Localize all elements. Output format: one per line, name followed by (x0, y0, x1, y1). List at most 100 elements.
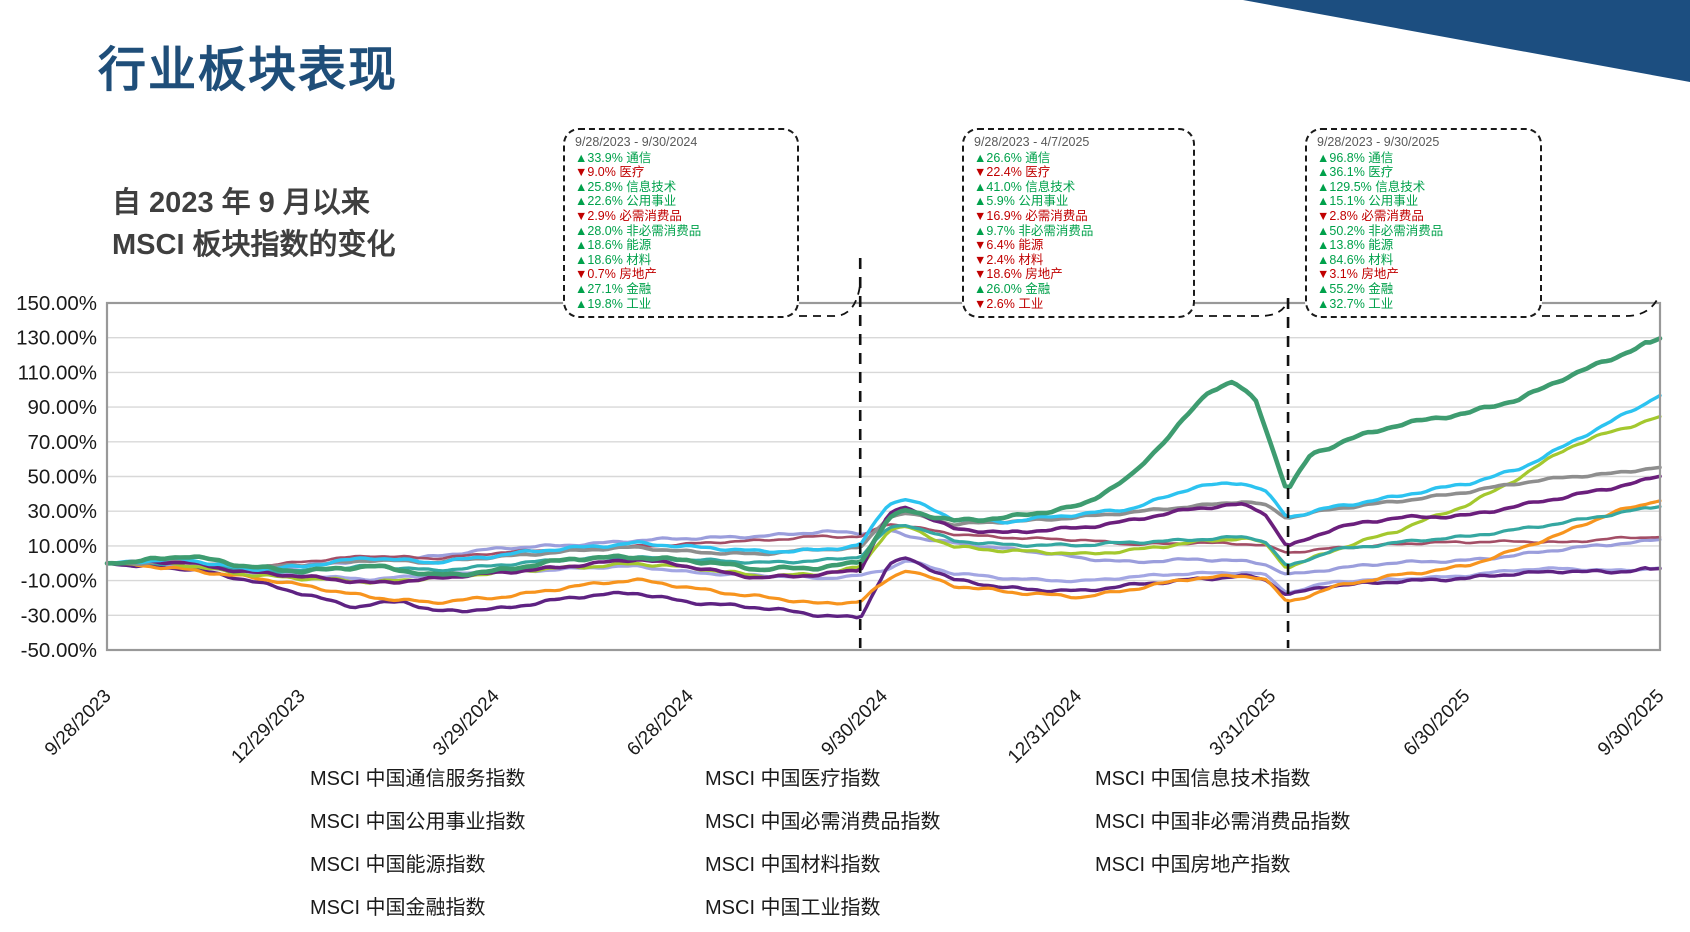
annotation-row-非必需消费品: ▲28.0% 非必需消费品 (575, 224, 791, 239)
series-line-healthcare (105, 499, 1662, 606)
annotation-row-房地产: ▼3.1% 房地产 (1317, 267, 1534, 282)
y-axis-tick-label: 30.00% (27, 500, 97, 523)
down-triangle-icon: ▼9.0% 医疗 (575, 165, 645, 180)
y-axis-tick-label: -30.00% (21, 604, 97, 627)
annotation-row-医疗: ▼9.0% 医疗 (575, 165, 791, 180)
legend-item-r1-c2: MSCI 中国医疗指数 (705, 768, 881, 790)
down-triangle-icon: ▼2.8% 必需消费品 (1317, 208, 1424, 223)
down-triangle-icon: ▼2.9% 必需消费品 (575, 208, 682, 223)
annotation-row-必需消费品: ▼2.9% 必需消费品 (575, 209, 791, 224)
annotation-row-必需消费品: ▼16.9% 必需消费品 (974, 209, 1187, 224)
up-triangle-icon: ▲18.6% 能源 (575, 238, 652, 253)
down-triangle-icon: ▼6.4% 能源 (974, 238, 1044, 253)
annotation-row-必需消费品: ▼2.8% 必需消费品 (1317, 209, 1534, 224)
annotation-row-材料: ▲18.6% 材料 (575, 253, 791, 268)
annotation-row-工业: ▼2.6% 工业 (974, 297, 1187, 312)
legend-item-r1-c1: MSCI 中国通信服务指数 (310, 768, 526, 790)
y-axis-tick-label: -10.00% (21, 570, 97, 593)
x-axis-tick-label: 9/28/2023 (41, 686, 116, 761)
up-triangle-icon: ▲32.7% 工业 (1317, 296, 1394, 311)
y-axis-tick-label: 90.00% (27, 396, 97, 419)
down-triangle-icon: ▼16.9% 必需消费品 (974, 208, 1088, 223)
annotation-row-能源: ▲13.8% 能源 (1317, 238, 1534, 253)
chart-subtitle: 自 2023 年 9 月以来 MSCI 板块指数的变化 (112, 182, 396, 266)
down-triangle-icon: ▼22.4% 医疗 (974, 165, 1051, 180)
annotation-row-金融: ▲55.2% 金融 (1317, 282, 1534, 297)
legend-item-r4-c2: MSCI 中国工业指数 (705, 897, 881, 919)
y-axis-tick-label: 150.00% (16, 292, 97, 315)
page-title: 行业板块表现 (98, 44, 399, 97)
x-axis-tick-label: 6/30/2025 (1400, 686, 1475, 761)
legend-item-r3-c3: MSCI 中国房地产指数 (1095, 854, 1291, 876)
annotation-row-非必需消费品: ▲50.2% 非必需消费品 (1317, 224, 1534, 239)
y-axis-tick-label: 130.00% (16, 327, 97, 350)
x-axis-tick-label: 3/31/2025 (1206, 686, 1281, 761)
up-triangle-icon: ▲41.0% 信息技术 (974, 179, 1076, 194)
legend-item-r2-c3: MSCI 中国非必需消费品指数 (1095, 811, 1351, 833)
up-triangle-icon: ▲15.1% 公用事业 (1317, 194, 1419, 209)
chart-subtitle-line1: 自 2023 年 9 月以来 (112, 187, 370, 219)
down-triangle-icon: ▼2.6% 工业 (974, 296, 1044, 311)
annotation-row-通信: ▲96.8% 通信 (1317, 151, 1534, 166)
down-triangle-icon: ▼3.1% 房地产 (1317, 267, 1399, 282)
up-triangle-icon: ▲22.6% 公用事业 (575, 194, 677, 209)
x-axis-tick-label: 3/29/2024 (429, 685, 504, 760)
up-triangle-icon: ▲50.2% 非必需消费品 (1317, 223, 1444, 238)
annotation-row-金融: ▲27.1% 金融 (575, 282, 791, 297)
annotation-row-信息技术: ▲25.8% 信息技术 (575, 180, 791, 195)
annotation-row-材料: ▼2.4% 材料 (974, 253, 1187, 268)
x-axis-tick-label: 9/30/2024 (817, 685, 892, 760)
y-axis-tick-label: 70.00% (27, 431, 97, 454)
annotation-row-信息技术: ▲129.5% 信息技术 (1317, 180, 1534, 195)
annotation-row-能源: ▲18.6% 能源 (575, 238, 791, 253)
annotation-date-range: 9/28/2023 - 9/30/2025 (1317, 135, 1440, 149)
annotation-row-房地产: ▼0.7% 房地产 (575, 267, 791, 282)
annotation-date-range: 9/28/2023 - 9/30/2024 (575, 135, 698, 149)
down-triangle-icon: ▼2.4% 材料 (974, 252, 1044, 267)
x-axis-tick-label: 9/30/2025 (1594, 686, 1669, 761)
x-axis-tick-label: 12/29/2023 (228, 686, 310, 768)
annotation-row-公用事业: ▲5.9% 公用事业 (974, 194, 1187, 209)
up-triangle-icon: ▲26.0% 金融 (974, 281, 1051, 296)
annotation-row-通信: ▲33.9% 通信 (575, 151, 791, 166)
legend-item-r3-c1: MSCI 中国能源指数 (310, 854, 486, 876)
annotation-row-医疗: ▲36.1% 医疗 (1317, 165, 1534, 180)
series-line-information-technology (104, 336, 1663, 578)
up-triangle-icon: ▲129.5% 信息技术 (1317, 179, 1426, 194)
up-triangle-icon: ▲5.9% 公用事业 (974, 194, 1069, 209)
chart-subtitle-line2: MSCI 板块指数的变化 (112, 229, 396, 261)
annotation-row-能源: ▼6.4% 能源 (974, 238, 1187, 253)
annotation-row-医疗: ▼22.4% 医疗 (974, 165, 1187, 180)
annotation-row-非必需消费品: ▲9.7% 非必需消费品 (974, 224, 1187, 239)
up-triangle-icon: ▲19.8% 工业 (575, 296, 652, 311)
annotation-box-period-3: 9/28/2023 - 9/30/2025 ▲96.8% 通信 ▲36.1% 医疗… (1305, 128, 1542, 318)
up-triangle-icon: ▲13.8% 能源 (1317, 238, 1394, 253)
annotation-row-材料: ▲84.6% 材料 (1317, 253, 1534, 268)
annotation-box-period-1: 9/28/2023 - 9/30/2024 ▲33.9% 通信 ▼9.0% 医疗 ▲… (563, 128, 799, 318)
up-triangle-icon: ▲9.7% 非必需消费品 (974, 223, 1094, 238)
up-triangle-icon: ▲18.6% 材料 (575, 252, 652, 267)
annotation-box-period-2: 9/28/2023 - 4/7/2025 ▲26.6% 通信 ▼22.4% 医疗 ▲… (962, 128, 1195, 318)
y-axis-tick-label: 50.00% (27, 466, 97, 489)
legend-item-r4-c1: MSCI 中国金融指数 (310, 897, 486, 919)
plot-border (105, 301, 1662, 652)
up-triangle-icon: ▲33.9% 通信 (575, 150, 652, 165)
annotation-date-range: 9/28/2023 - 4/7/2025 (974, 135, 1090, 149)
annotation-row-房地产: ▼18.6% 房地产 (974, 267, 1187, 282)
series-line-real-estate (105, 556, 1662, 620)
up-triangle-icon: ▲55.2% 金融 (1317, 281, 1394, 296)
down-triangle-icon: ▼18.6% 房地产 (974, 267, 1063, 282)
annotation-row-金融: ▲26.0% 金融 (974, 282, 1187, 297)
x-axis-tick-label: 6/28/2024 (623, 685, 698, 760)
up-triangle-icon: ▲84.6% 材料 (1317, 252, 1394, 267)
y-axis-tick-label: 110.00% (18, 361, 97, 384)
annotation-row-公用事业: ▲22.6% 公用事业 (575, 194, 791, 209)
up-triangle-icon: ▲25.8% 信息技术 (575, 179, 677, 194)
annotation-connector-1 (799, 283, 862, 317)
annotation-row-工业: ▲32.7% 工业 (1317, 297, 1534, 312)
legend-item-r1-c3: MSCI 中国信息技术指数 (1095, 768, 1311, 790)
down-triangle-icon: ▼0.7% 房地产 (575, 267, 657, 282)
annotation-row-通信: ▲26.6% 通信 (974, 151, 1187, 166)
annotation-row-信息技术: ▲41.0% 信息技术 (974, 180, 1187, 195)
